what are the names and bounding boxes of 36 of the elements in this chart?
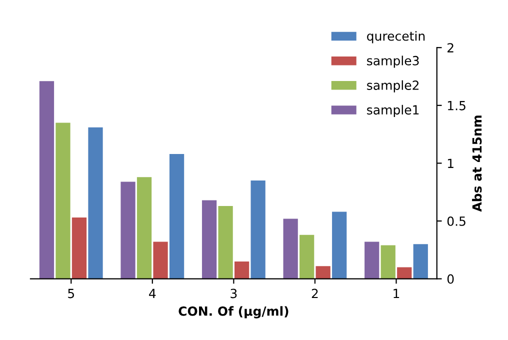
bar [234, 261, 250, 279]
bar [300, 234, 314, 279]
y-tick-label: 2 [448, 43, 454, 52]
bar [380, 245, 396, 279]
bar [136, 177, 152, 279]
bar [39, 81, 54, 279]
bar [332, 212, 347, 279]
bar [283, 218, 298, 279]
x-tick-label: 2 [312, 288, 318, 298]
y-tick-label: 1 [448, 158, 454, 168]
bar [413, 244, 428, 279]
x-tick-label: 3 [230, 288, 237, 298]
y-tick-label: 0.5 [447, 216, 466, 226]
bar [56, 122, 70, 279]
x-tick-label: 5 [68, 288, 74, 298]
legend-label: qurecetin [367, 31, 425, 44]
y-tick-label: 1.5 [448, 101, 466, 110]
y-axis-title: Abs at 415nm [472, 116, 482, 212]
bar [88, 127, 103, 279]
bar [397, 267, 412, 279]
legend-label: sample1 [367, 104, 419, 117]
x-axis-title: CON. Of (µg/ml) [178, 306, 288, 318]
bar [202, 200, 217, 279]
bar [250, 180, 266, 279]
y-tick-label: 0 [447, 274, 454, 284]
bar [316, 266, 330, 279]
legend-label: sample2 [367, 80, 419, 92]
bar [364, 242, 380, 279]
bar [72, 218, 87, 279]
x-tick-label: 4 [149, 288, 156, 298]
bar [153, 242, 168, 279]
bar [169, 154, 184, 279]
bar [218, 206, 233, 279]
legend-label: sample3 [367, 56, 419, 68]
bar [120, 182, 136, 279]
x-tick-label: 1 [394, 288, 400, 298]
